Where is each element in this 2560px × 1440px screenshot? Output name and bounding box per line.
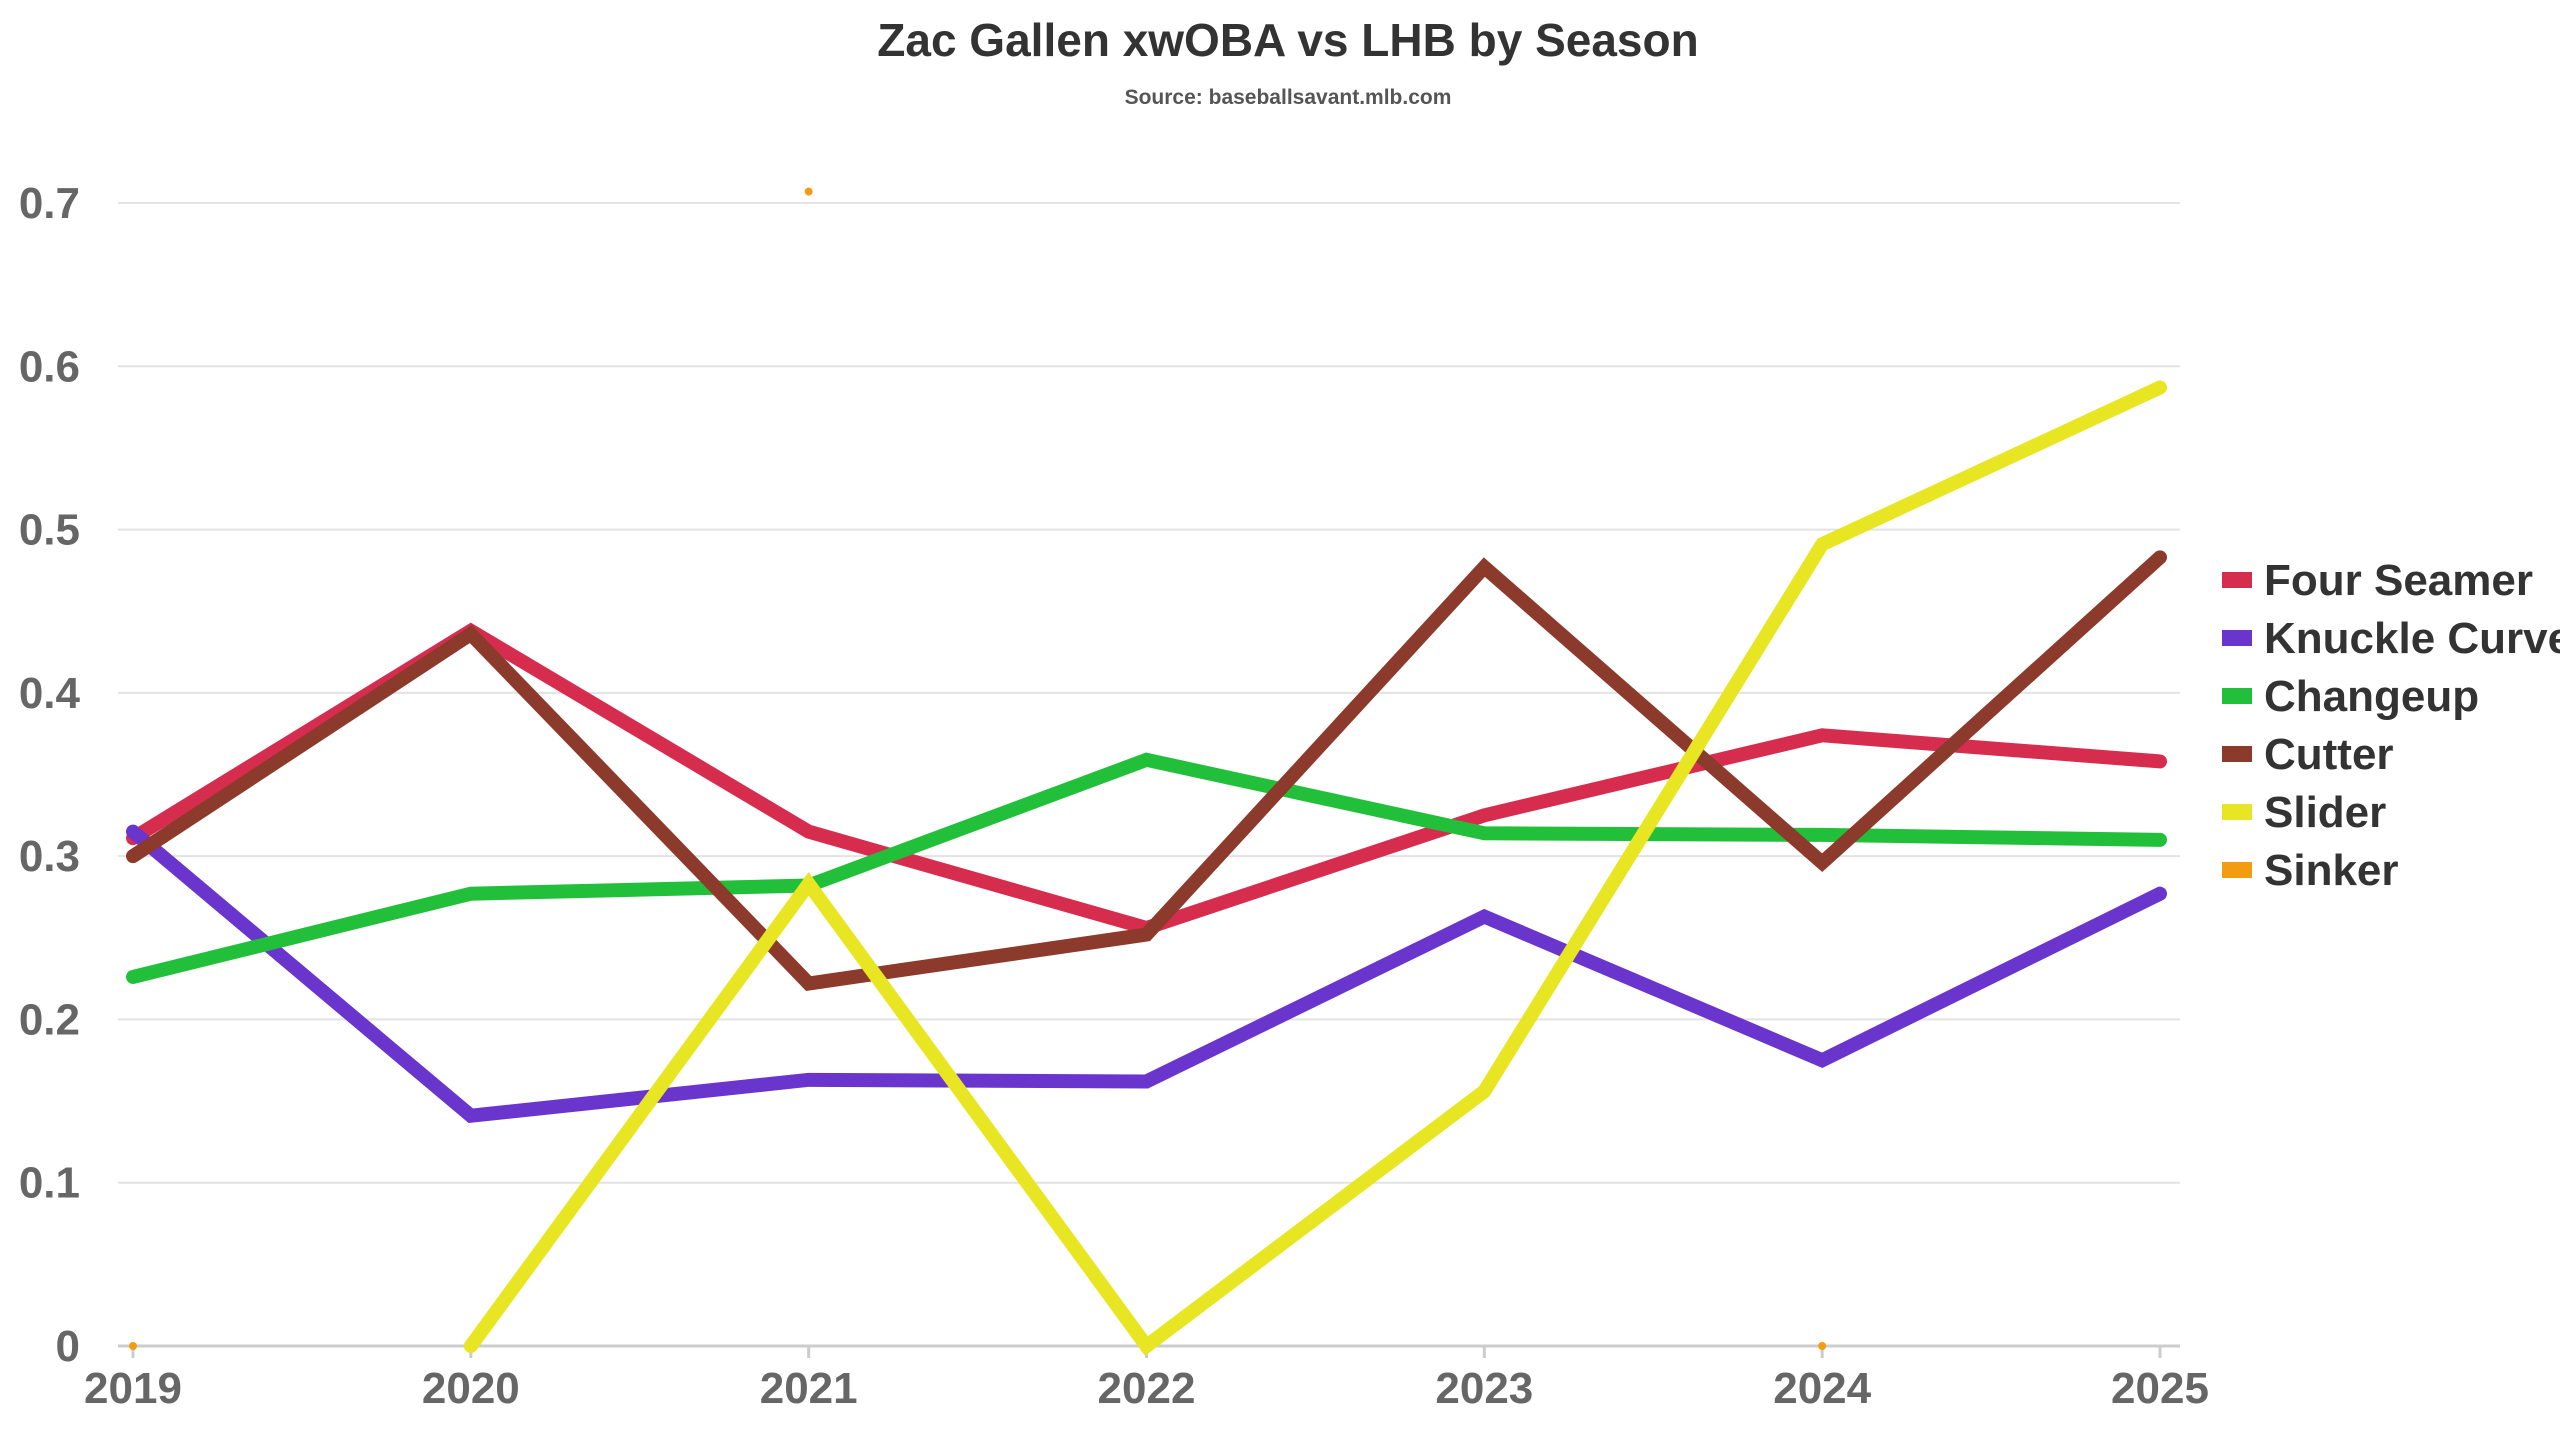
y-tick-label: 0.6 [19,342,80,391]
y-tick-label: 0.3 [19,832,80,881]
series-line [463,380,2167,1356]
series-changeup [126,752,2167,984]
series-slider [463,380,2167,1356]
legend-swatch [2222,572,2252,588]
legend-label: Four Seamer [2264,556,2533,605]
legend: Four Seamer Knuckle Curve Changeup Cutter Sl… [2222,556,2560,895]
legend-label: Cutter [2264,730,2394,779]
legend-label: Changeup [2264,672,2479,721]
series-sinker [129,187,1827,1350]
data-point [1818,1342,1827,1350]
series-line [126,824,2167,1124]
legend-label: Knuckle Curve [2264,614,2560,663]
series-knuckle-curve [126,824,2167,1124]
series-four-seamer [126,622,2167,936]
series-lines [126,187,2167,1356]
chart-title: Zac Gallen xwOBA vs LHB by Season [877,14,1698,66]
x-tick-label: 2022 [1098,1364,1196,1413]
legend-swatch [2222,688,2252,704]
legend-swatch [2222,862,2252,878]
x-tick-label: 2019 [84,1364,182,1413]
y-tick-label: 0 [56,1322,80,1371]
x-tick-label: 2025 [2111,1364,2209,1413]
x-tick-label: 2021 [760,1364,858,1413]
legend-label: Sinker [2264,846,2399,895]
y-tick-label: 0.2 [19,995,80,1044]
y-tick-label: 0.1 [19,1159,80,1208]
series-cutter [126,550,2167,991]
x-tick-label: 2020 [422,1364,520,1413]
data-point [804,187,813,196]
series-line [126,752,2167,984]
data-point [129,1342,137,1350]
legend-label: Slider [2264,788,2386,837]
axes: 0 0.1 0.2 0.3 0.4 0.5 0.6 0.7 2019 2020 2021 2022 20… [19,179,2209,1413]
legend-swatch [2222,630,2252,646]
series-line [126,550,2167,991]
y-tick-label: 0.7 [19,179,80,228]
x-tick-label: 2024 [1773,1364,1871,1413]
legend-swatch [2222,746,2252,762]
chart-subtitle: Source: baseballsavant.mlb.com [1125,86,1452,109]
legend-swatch [2222,804,2252,820]
grid-lines [118,202,2180,1184]
y-tick-label: 0.4 [19,669,81,718]
series-line [126,622,2167,936]
y-tick-label: 0.5 [19,506,80,555]
x-tick-label: 2023 [1435,1364,1533,1413]
